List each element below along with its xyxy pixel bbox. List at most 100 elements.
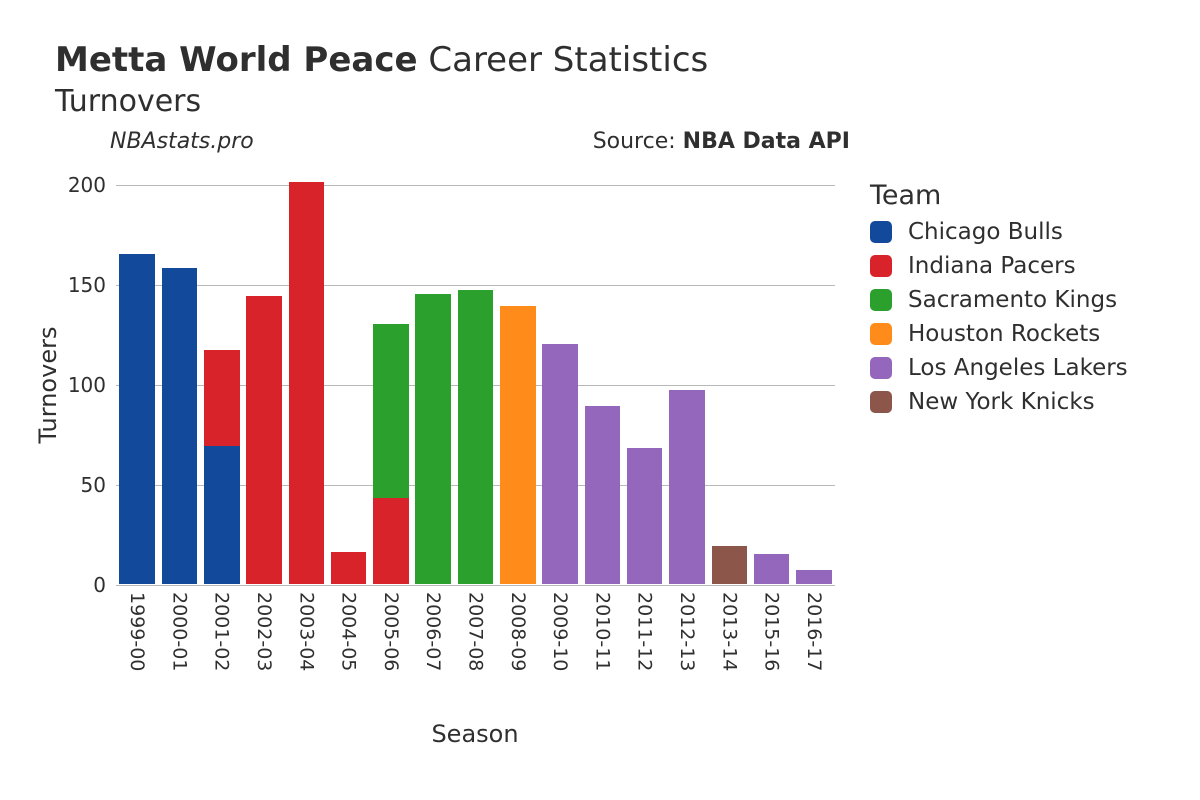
title-suffix: Career Statistics xyxy=(418,40,709,80)
legend-swatch xyxy=(870,255,892,277)
bar xyxy=(373,324,409,584)
bar xyxy=(796,570,832,584)
legend-title: Team xyxy=(870,180,1128,211)
legend-item: Los Angeles Lakers xyxy=(870,355,1128,381)
bars: 1999-002000-012001-022002-032003-042004-… xyxy=(116,185,835,584)
bar-segment xyxy=(204,446,240,584)
legend: Team Chicago Bulls Indiana Pacers Sacramen… xyxy=(870,180,1128,423)
chart-subtitle: Turnovers xyxy=(55,84,1160,119)
bar-slot: 2002-03 xyxy=(243,185,285,584)
bar-segment xyxy=(119,254,155,584)
bar-slot: 2010-11 xyxy=(581,185,623,584)
x-tick-label: 2011-12 xyxy=(634,584,656,671)
legend-item: Indiana Pacers xyxy=(870,253,1128,279)
bar xyxy=(542,344,578,584)
legend-label: Houston Rockets xyxy=(908,321,1100,347)
bar-segment xyxy=(669,390,705,584)
bar-segment xyxy=(458,290,494,584)
bar xyxy=(331,552,367,584)
bar xyxy=(246,296,282,584)
bar-slot: 2005-06 xyxy=(370,185,412,584)
x-tick-label: 2000-01 xyxy=(168,584,190,671)
x-tick-label: 2003-04 xyxy=(295,584,317,671)
bar-segment xyxy=(796,570,832,584)
bar-segment xyxy=(542,344,578,584)
y-tick-label: 150 xyxy=(68,273,116,297)
bar xyxy=(754,554,790,584)
bar-slot: 2011-12 xyxy=(624,185,666,584)
bar xyxy=(162,268,198,584)
title-player: Metta World Peace xyxy=(55,40,418,80)
bar xyxy=(415,294,451,584)
bar-slot: 2013-14 xyxy=(708,185,750,584)
x-tick-label: 2007-08 xyxy=(465,584,487,671)
bar xyxy=(585,406,621,584)
bar xyxy=(289,182,325,584)
bar-slot: 2006-07 xyxy=(412,185,454,584)
bar-segment xyxy=(246,296,282,584)
bar-segment xyxy=(627,448,663,584)
y-tick-label: 100 xyxy=(68,373,116,397)
bar-slot: 2003-04 xyxy=(285,185,327,584)
legend-swatch xyxy=(870,289,892,311)
legend-item: Houston Rockets xyxy=(870,321,1128,347)
x-tick-label: 2010-11 xyxy=(591,584,613,671)
legend-swatch xyxy=(870,357,892,379)
x-tick-label: 2009-10 xyxy=(549,584,571,671)
legend-swatch xyxy=(870,221,892,243)
bar xyxy=(458,290,494,584)
legend-item: Sacramento Kings xyxy=(870,287,1128,313)
bar-segment xyxy=(373,324,409,498)
bar-segment xyxy=(415,294,451,584)
bar-segment xyxy=(204,350,240,446)
bar xyxy=(119,254,155,584)
chart-title: Metta World Peace Career Statistics xyxy=(55,40,1160,80)
x-tick-label: 2008-09 xyxy=(507,584,529,671)
y-tick-label: 200 xyxy=(68,173,116,197)
x-tick-label: 1999-00 xyxy=(126,584,148,671)
source: Source: NBA Data API xyxy=(593,129,850,154)
legend-swatch xyxy=(870,323,892,345)
bar-slot: 2004-05 xyxy=(327,185,369,584)
bar-slot: 2016-17 xyxy=(793,185,835,584)
legend-label: Los Angeles Lakers xyxy=(908,355,1128,381)
bar-segment xyxy=(754,554,790,584)
legend-label: New York Knicks xyxy=(908,389,1095,415)
bar xyxy=(500,306,536,584)
x-tick-label: 2001-02 xyxy=(211,584,233,671)
plot-area: 0501001502001999-002000-012001-022002-03… xyxy=(115,185,835,585)
x-tick-label: 2012-13 xyxy=(676,584,698,671)
bar-slot: 2001-02 xyxy=(201,185,243,584)
x-tick-label: 2004-05 xyxy=(338,584,360,671)
legend-item: Chicago Bulls xyxy=(870,219,1128,245)
y-tick-label: 50 xyxy=(81,473,116,497)
y-tick-label: 0 xyxy=(93,573,116,597)
x-axis-label: Season xyxy=(431,720,518,748)
bar-segment xyxy=(373,498,409,584)
x-tick-label: 2002-03 xyxy=(253,584,275,671)
bar xyxy=(712,546,748,584)
bar-slot: 1999-00 xyxy=(116,185,158,584)
bar-segment xyxy=(331,552,367,584)
bar-slot: 2008-09 xyxy=(497,185,539,584)
bar-segment xyxy=(162,268,198,584)
meta-row: NBAstats.pro Source: NBA Data API xyxy=(110,129,850,154)
bar xyxy=(627,448,663,584)
source-value: NBA Data API xyxy=(683,129,850,154)
bar-slot: 2000-01 xyxy=(158,185,200,584)
x-tick-label: 2015-16 xyxy=(761,584,783,671)
bar-slot: 2009-10 xyxy=(539,185,581,584)
legend-item: New York Knicks xyxy=(870,389,1128,415)
bar-segment xyxy=(289,182,325,584)
bar xyxy=(669,390,705,584)
legend-swatch xyxy=(870,391,892,413)
bar-slot: 2012-13 xyxy=(666,185,708,584)
x-tick-label: 2013-14 xyxy=(718,584,740,671)
bar-segment xyxy=(500,306,536,584)
bar-segment xyxy=(585,406,621,584)
x-tick-label: 2005-06 xyxy=(380,584,402,671)
legend-label: Sacramento Kings xyxy=(908,287,1117,313)
chart-container: Metta World Peace Career Statistics Turn… xyxy=(0,0,1200,800)
x-tick-label: 2016-17 xyxy=(803,584,825,671)
bar-segment xyxy=(712,546,748,584)
